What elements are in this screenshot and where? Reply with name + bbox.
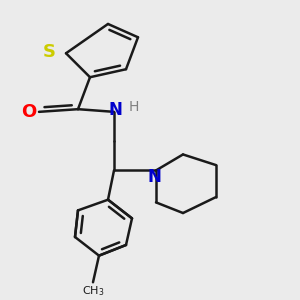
- Text: O: O: [21, 103, 36, 121]
- Text: N: N: [109, 101, 122, 119]
- Text: N: N: [148, 168, 161, 186]
- Text: S: S: [43, 43, 56, 61]
- Text: CH$_3$: CH$_3$: [82, 284, 104, 298]
- Text: H: H: [128, 100, 139, 113]
